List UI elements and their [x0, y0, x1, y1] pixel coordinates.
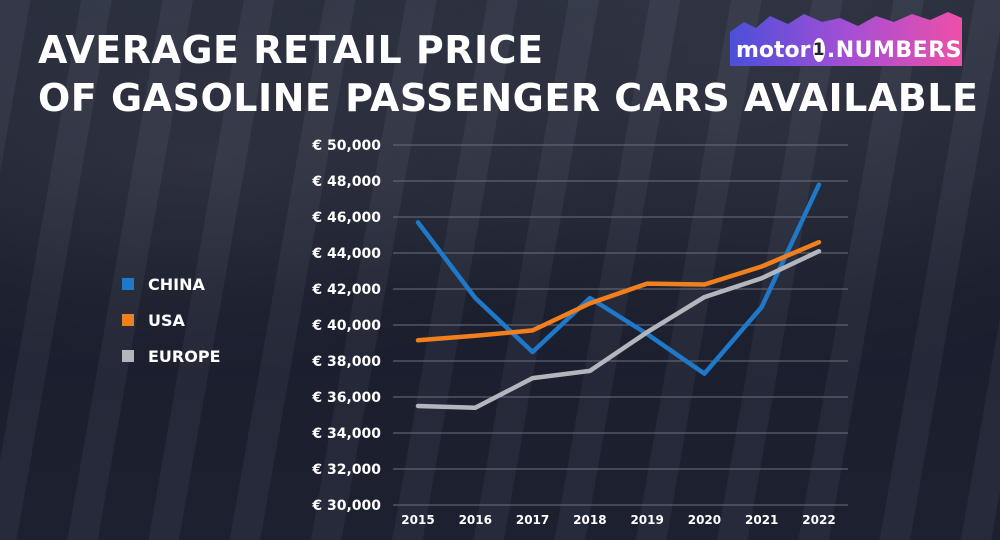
legend: CHINA USA EUROPE	[122, 266, 221, 374]
legend-item-usa: USA	[122, 302, 221, 338]
y-tick-label: € 30,000	[311, 498, 381, 514]
logo-text-numbers: .NUMBERS	[826, 37, 962, 63]
legend-item-china: CHINA	[122, 266, 221, 302]
y-tick-label: € 40,000	[311, 318, 381, 334]
y-tick-label: € 48,000	[311, 174, 381, 190]
logo-one-badge: 1	[812, 38, 825, 62]
x-tick-label: 2022	[802, 513, 835, 527]
chart-title: AVERAGE RETAIL PRICE OF GASOLINE PASSENG…	[38, 26, 978, 122]
logo-wordmark: motor 1 .NUMBERS	[736, 36, 962, 64]
x-tick-label: 2021	[745, 513, 778, 527]
series-line-usa	[415, 239, 822, 343]
legend-item-europe: EUROPE	[122, 338, 221, 374]
x-tick-label: 2020	[688, 513, 721, 527]
y-tick-label: € 36,000	[311, 390, 381, 406]
y-tick-label: € 34,000	[311, 426, 381, 442]
legend-label-europe: EUROPE	[148, 346, 221, 366]
y-tick-label: € 46,000	[311, 210, 381, 226]
x-tick-label: 2019	[630, 513, 663, 527]
series-line-europe	[415, 248, 822, 411]
legend-swatch-china	[122, 278, 134, 290]
logo-text-motor: motor	[736, 37, 811, 63]
legend-label-usa: USA	[148, 310, 185, 330]
skyline-logo-icon	[730, 12, 962, 66]
title-line-1: AVERAGE RETAIL PRICE	[38, 28, 544, 72]
series-line-china	[415, 182, 822, 376]
x-tick-label: 2018	[573, 513, 606, 527]
legend-swatch-europe	[122, 350, 134, 362]
x-tick-label: 2017	[516, 513, 549, 527]
motor1-numbers-logo: motor 1 .NUMBERS	[730, 8, 962, 66]
legend-swatch-usa	[122, 314, 134, 326]
y-tick-label: € 44,000	[311, 246, 381, 262]
y-tick-label: € 38,000	[311, 354, 381, 370]
y-tick-label: € 50,000	[311, 138, 381, 154]
legend-label-china: CHINA	[148, 274, 205, 294]
title-line-2: OF GASOLINE PASSENGER CARS AVAILABLE	[38, 76, 979, 120]
y-tick-label: € 32,000	[311, 462, 381, 478]
x-tick-label: 2016	[459, 513, 492, 527]
y-tick-label: € 42,000	[311, 282, 381, 298]
x-tick-label: 2015	[401, 513, 434, 527]
